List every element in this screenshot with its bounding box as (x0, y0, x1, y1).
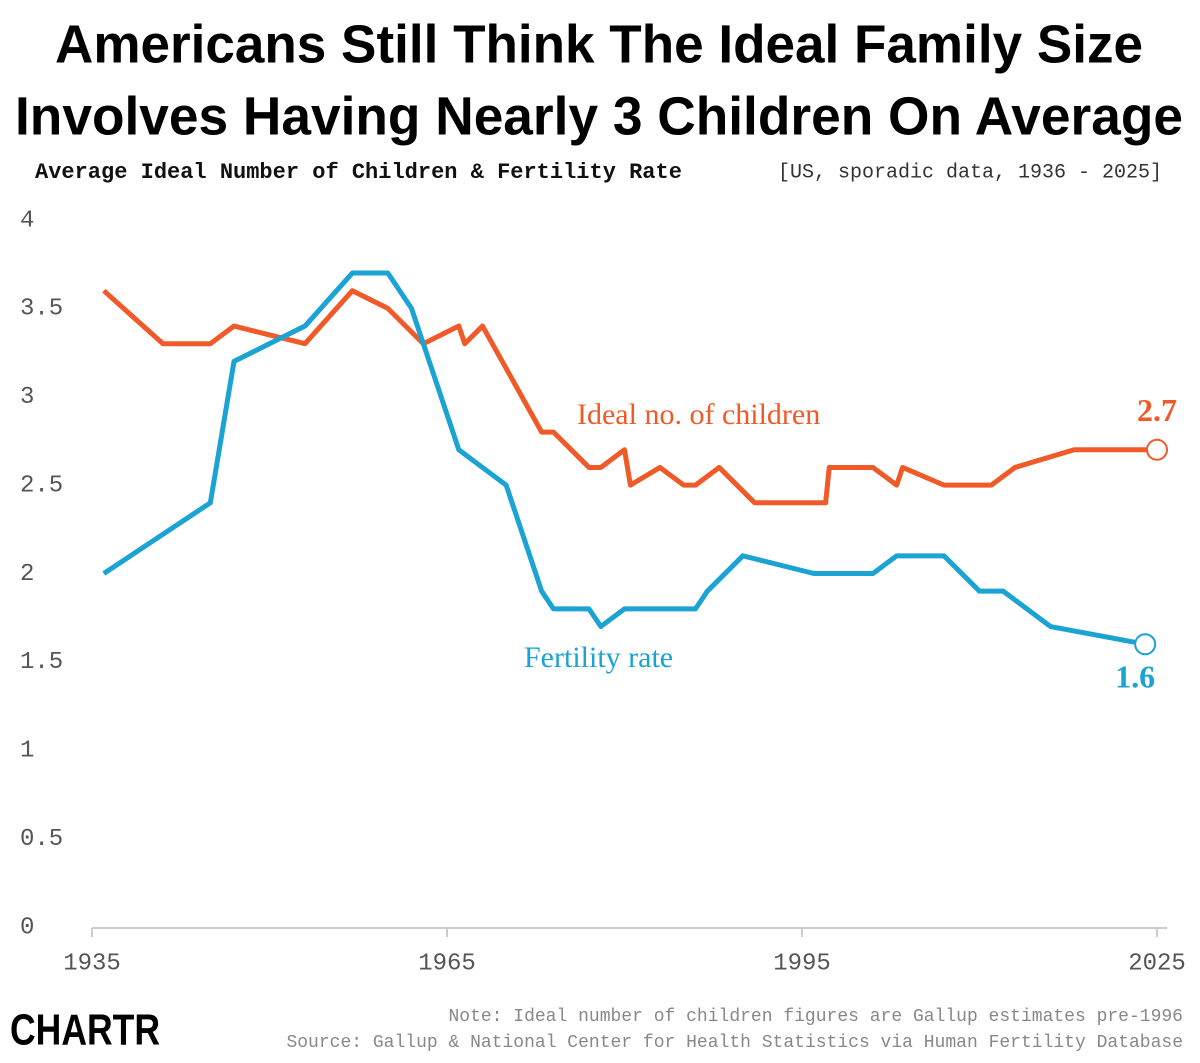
x-tick-label: 1935 (63, 950, 121, 977)
series-label: Fertility rate (524, 641, 673, 674)
x-tick-label: 1965 (418, 950, 476, 977)
x-tick-label: 1995 (773, 950, 831, 977)
end-label: 1.6 (1115, 659, 1155, 695)
end-label: 2.7 (1137, 392, 1177, 428)
source: Source: Gallup & National Center for Hea… (286, 1033, 1183, 1053)
series-line (102, 270, 1146, 647)
y-tick-label: 3 (20, 384, 34, 411)
chart-subtitle: Average Ideal Number of Children & Ferti… (35, 160, 682, 185)
y-tick-label: 3.5 (20, 296, 63, 323)
series-line (102, 288, 1157, 506)
y-tick-label: 0.5 (20, 826, 63, 853)
subtitle-note: [US, sporadic data, 1936 - 2025] (778, 161, 1162, 184)
y-tick-label: 4 (20, 207, 34, 234)
note: Note: Ideal number of children figures a… (448, 1007, 1183, 1027)
y-tick-label: 0 (20, 914, 34, 941)
y-tick-label: 2.5 (20, 472, 63, 499)
chart-title: Involves Having Nearly 3 Children On Ave… (15, 86, 1183, 146)
y-tick-label: 1 (20, 738, 34, 765)
series-label: Ideal no. of children (577, 398, 820, 431)
logo: CHARTR (10, 1006, 160, 1055)
chart-title: Americans Still Think The Ideal Family S… (55, 14, 1143, 74)
x-tick-label: 2025 (1128, 950, 1186, 977)
y-tick-label: 2 (20, 561, 34, 588)
y-tick-label: 1.5 (20, 649, 63, 676)
end-marker (1134, 633, 1157, 656)
end-marker (1146, 438, 1168, 461)
